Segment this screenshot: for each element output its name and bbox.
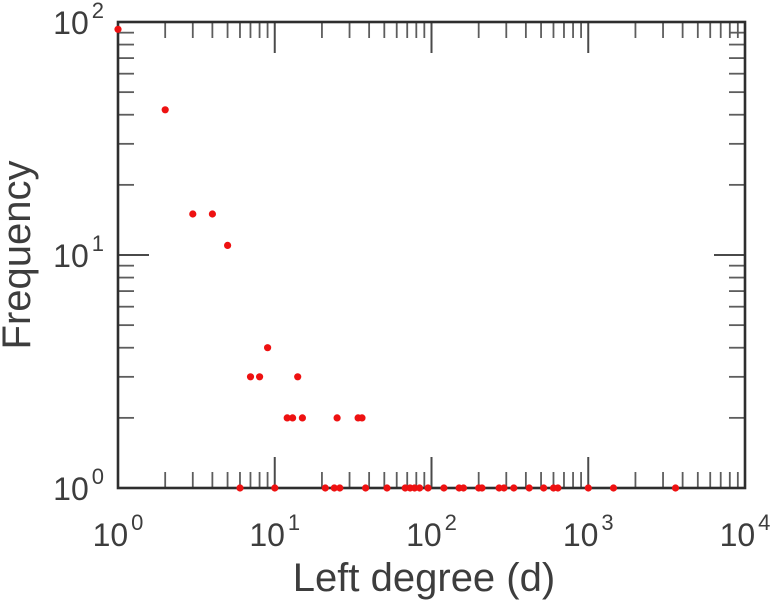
x-axis-title: Left degree (d) [293, 556, 555, 600]
data-point [609, 484, 618, 492]
data-point [321, 484, 329, 492]
data-point [510, 484, 518, 492]
data-point [383, 484, 391, 492]
data-point [189, 210, 197, 218]
data-point [114, 25, 122, 33]
data-point [333, 414, 341, 422]
data-point [336, 484, 344, 492]
data-point [208, 210, 216, 218]
data-point [298, 414, 306, 422]
data-point [236, 484, 244, 492]
data-point [283, 414, 291, 422]
data-point [271, 484, 279, 492]
axis-ticks [117, 21, 746, 489]
data-point [500, 484, 508, 492]
y-tick-label-10e1: 10 1 [53, 231, 104, 274]
data-point [256, 373, 264, 381]
x-tick-label-10e3: 10 3 [563, 510, 614, 553]
x-tick-label-10e0: 10 0 [93, 510, 144, 553]
x-tick-label-10e1: 10 1 [249, 510, 300, 553]
data-point [289, 414, 297, 422]
y-axis-title: Frequency [0, 161, 39, 350]
data-point [671, 484, 680, 492]
data-point [424, 484, 432, 492]
data-points [114, 25, 680, 492]
x-tick-label-10e2: 10 2 [406, 510, 457, 553]
data-point [330, 484, 338, 492]
data-point [416, 484, 424, 492]
data-point [362, 484, 370, 492]
data-point [224, 241, 232, 249]
data-point [440, 484, 448, 492]
tick-labels: 10 0 10 1 10 2 10 3 10 4 10 0 10 1 10 2 [53, 0, 770, 553]
data-point [161, 106, 169, 114]
y-tick-label-10e0: 10 0 [53, 464, 104, 507]
data-point [525, 484, 533, 492]
x-tick-label-10e4: 10 4 [720, 510, 771, 553]
data-point [358, 414, 366, 422]
data-point [459, 484, 468, 492]
data-point [294, 373, 302, 381]
data-point [584, 484, 592, 492]
data-point [554, 484, 562, 492]
data-point [540, 484, 548, 492]
data-point [478, 484, 486, 492]
y-tick-label-10e2: 10 2 [53, 0, 104, 41]
data-point [411, 484, 419, 492]
plot-border [116, 20, 747, 490]
data-point [246, 373, 255, 381]
data-point [264, 344, 272, 352]
